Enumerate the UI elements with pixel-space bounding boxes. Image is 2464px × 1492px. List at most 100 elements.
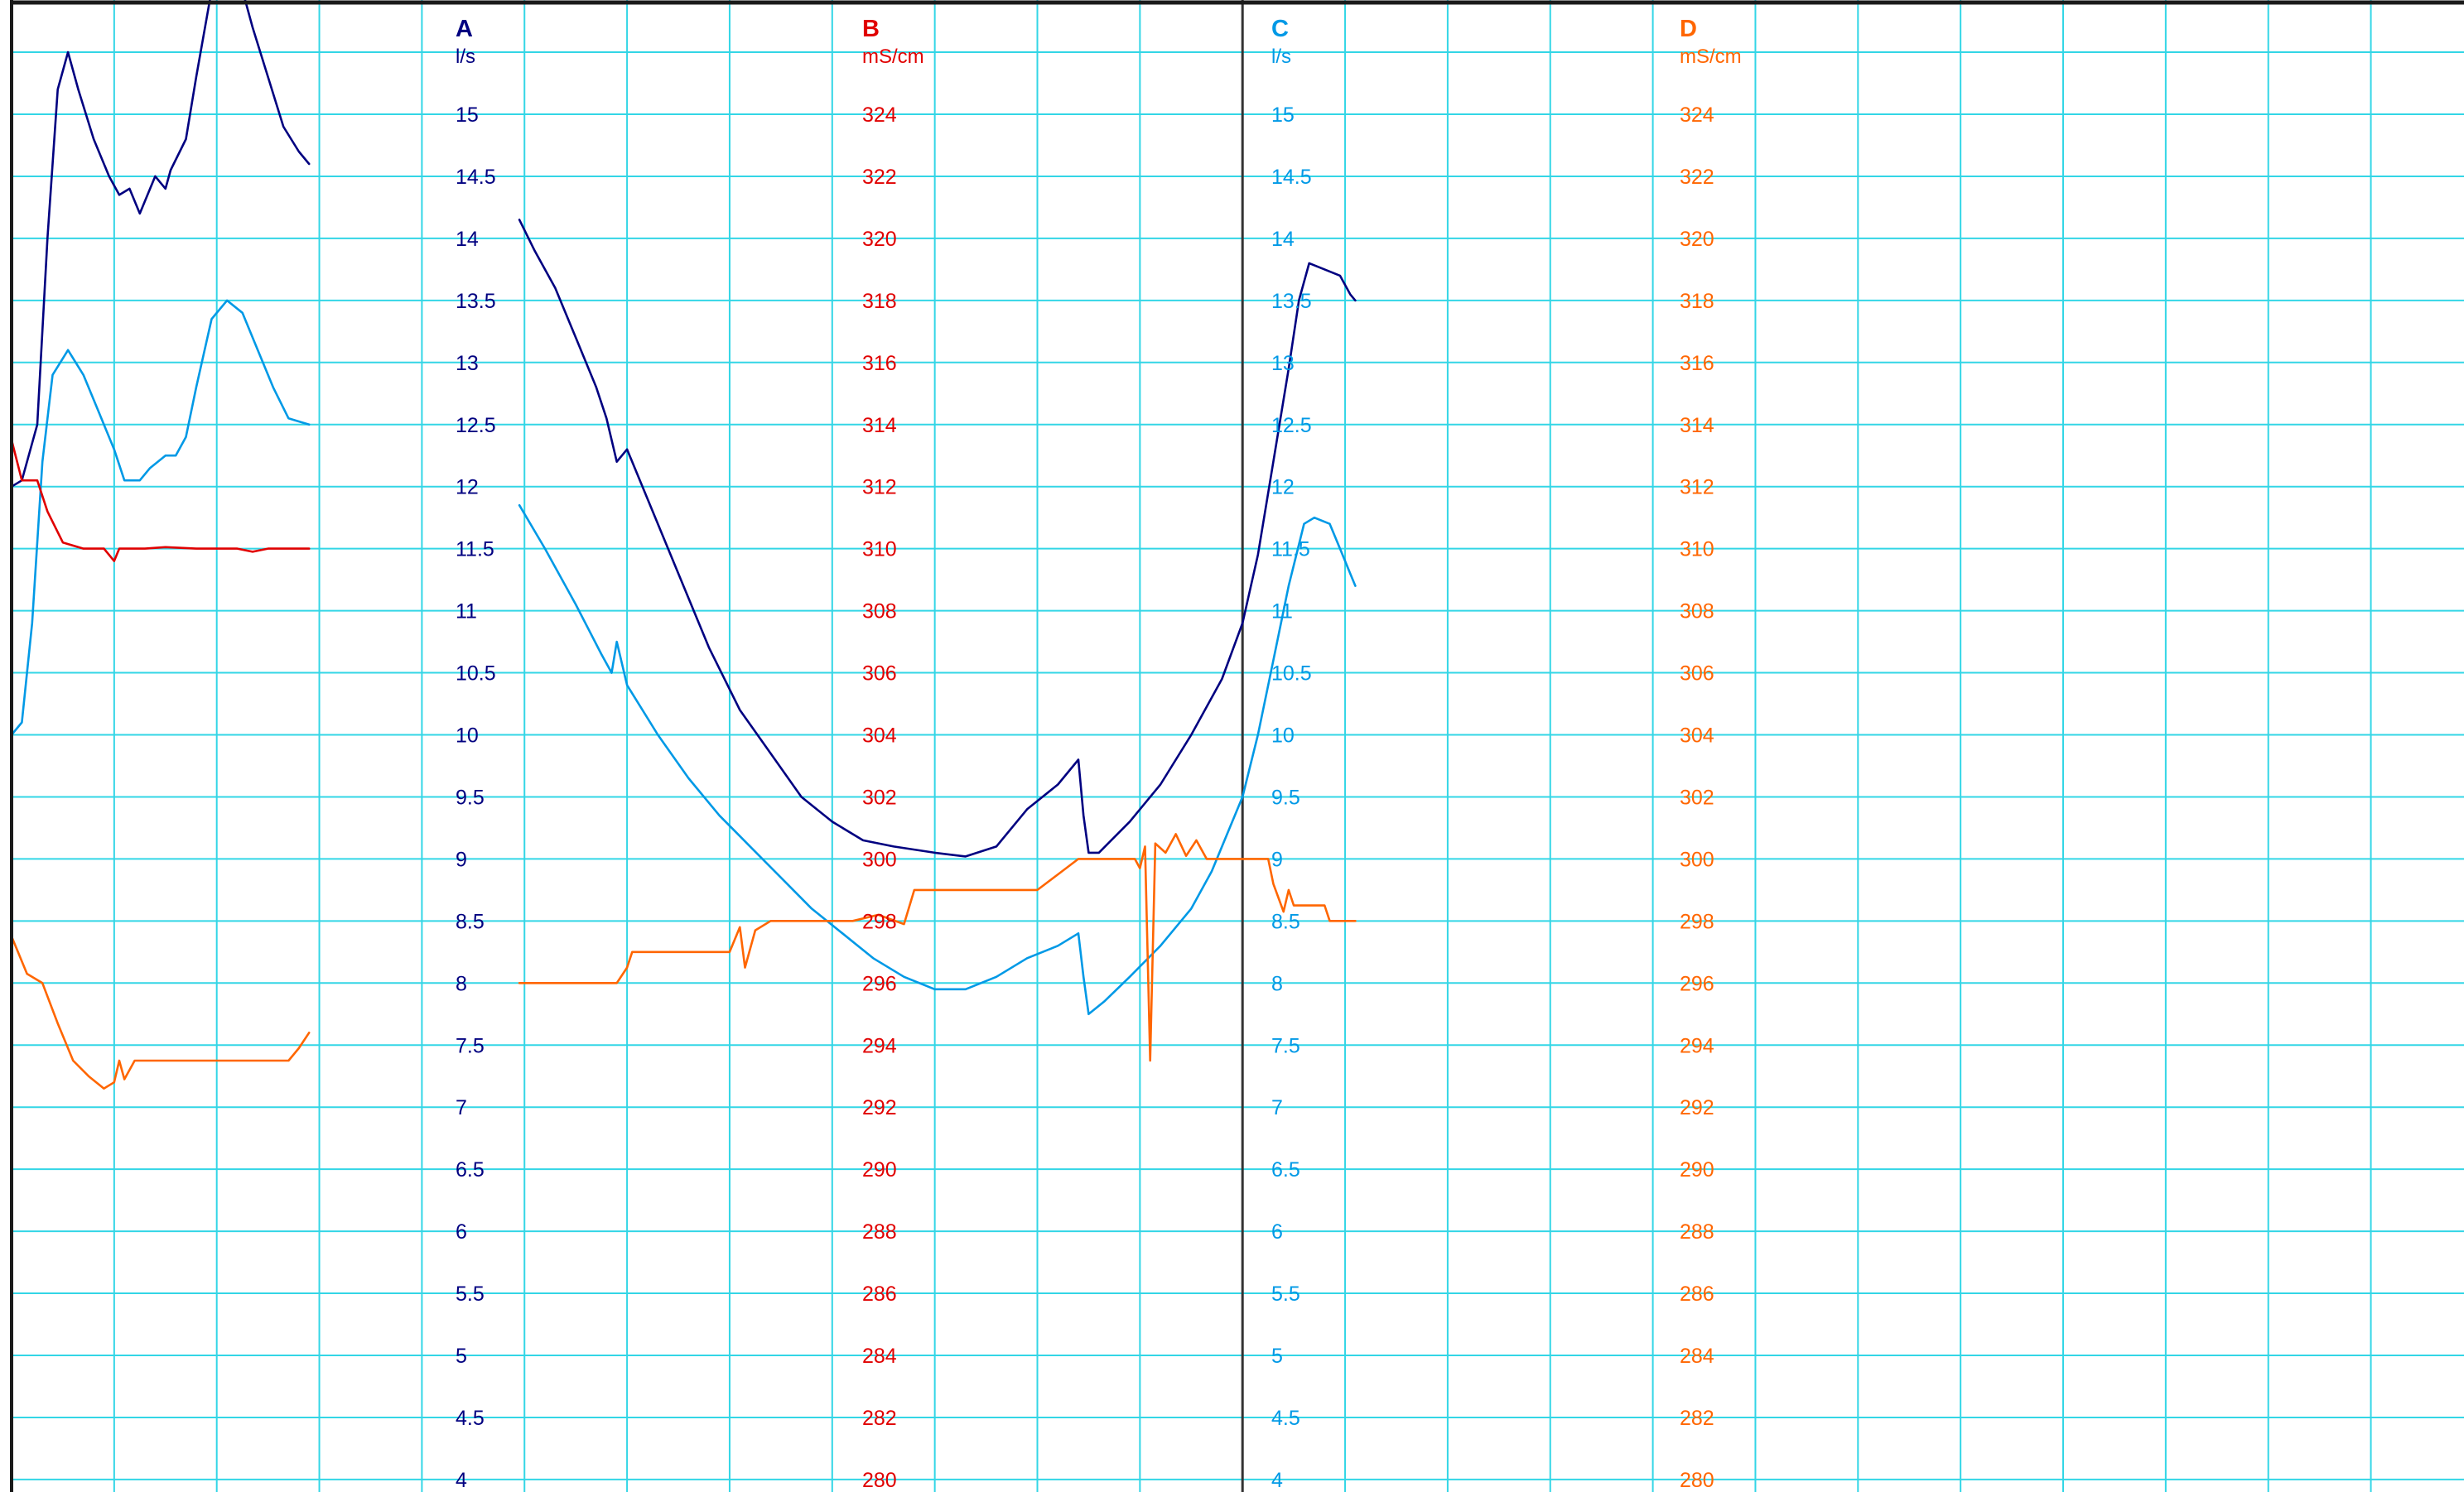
tick-label-B: 310 bbox=[862, 538, 897, 561]
tick-label-B: 308 bbox=[862, 600, 897, 623]
tick-label-C: 11.5 bbox=[1271, 538, 1310, 561]
tick-label-B: 284 bbox=[862, 1345, 897, 1368]
tick-label-C: 14.5 bbox=[1271, 166, 1312, 189]
series-C-line-2 bbox=[518, 503, 1357, 1016]
tick-label-D: 292 bbox=[1680, 1096, 1714, 1119]
axis-labels: Al/s 15 14.5 14 13.5 13 12.5 12 11.5 11 10.5 10 9.5 9… bbox=[456, 16, 1742, 1492]
tick-label-B: 280 bbox=[862, 1469, 897, 1492]
tick-label-C: 11 bbox=[1271, 600, 1293, 623]
axis-unit-C: l/s bbox=[1271, 46, 1291, 68]
tick-label-B: 314 bbox=[862, 414, 897, 437]
tick-label-A: 6.5 bbox=[456, 1158, 485, 1182]
tick-label-A: 4 bbox=[456, 1469, 467, 1492]
tick-label-B: 294 bbox=[862, 1034, 897, 1057]
tick-label-D: 294 bbox=[1680, 1034, 1714, 1057]
tick-label-B: 298 bbox=[862, 910, 897, 933]
tick-label-A: 6 bbox=[456, 1220, 467, 1244]
series-C-line-1 bbox=[10, 299, 311, 736]
tick-label-D: 322 bbox=[1680, 166, 1714, 189]
tick-label-D: 304 bbox=[1680, 724, 1714, 748]
tick-label-C: 13.5 bbox=[1271, 290, 1312, 313]
tick-label-A: 10 bbox=[456, 724, 479, 748]
tick-label-A: 14 bbox=[456, 228, 479, 251]
tick-label-B: 288 bbox=[862, 1220, 897, 1244]
tick-label-C: 5.5 bbox=[1271, 1283, 1300, 1306]
tick-label-D: 314 bbox=[1680, 414, 1714, 437]
tick-label-A: 13 bbox=[456, 352, 479, 375]
tick-label-D: 308 bbox=[1680, 600, 1714, 623]
tick-label-B: 286 bbox=[862, 1283, 897, 1306]
tick-label-A: 7 bbox=[456, 1096, 467, 1119]
tick-label-D: 320 bbox=[1680, 228, 1714, 251]
tick-label-D: 306 bbox=[1680, 662, 1714, 686]
tick-label-C: 9 bbox=[1271, 848, 1283, 871]
tick-label-B: 312 bbox=[862, 476, 897, 499]
tick-label-B: 316 bbox=[862, 352, 897, 375]
series-D-line-2 bbox=[518, 833, 1357, 1062]
tick-label-C: 6.5 bbox=[1271, 1158, 1300, 1182]
tick-label-B: 290 bbox=[862, 1158, 897, 1182]
tick-label-A: 12 bbox=[456, 476, 479, 499]
tick-label-B: 302 bbox=[862, 786, 897, 809]
tick-label-C: 15 bbox=[1271, 103, 1295, 127]
tick-label-C: 12.5 bbox=[1271, 414, 1312, 437]
tick-label-A: 10.5 bbox=[456, 662, 496, 686]
axis-letter-A: A bbox=[456, 16, 473, 42]
tick-label-A: 12.5 bbox=[456, 414, 496, 437]
tick-label-A: 11.5 bbox=[456, 538, 494, 561]
tick-label-D: 298 bbox=[1680, 910, 1714, 933]
tick-label-B: 282 bbox=[862, 1407, 897, 1430]
tick-label-C: 6 bbox=[1271, 1220, 1283, 1244]
tick-label-D: 296 bbox=[1680, 972, 1714, 995]
chart-frame bbox=[10, 0, 2464, 1492]
tick-label-C: 5 bbox=[1271, 1345, 1283, 1368]
axis-unit-A: l/s bbox=[456, 46, 475, 68]
tick-label-D: 310 bbox=[1680, 538, 1714, 561]
tick-label-D: 318 bbox=[1680, 290, 1714, 313]
tick-label-C: 13 bbox=[1271, 352, 1295, 375]
tick-label-B: 306 bbox=[862, 662, 897, 686]
tick-label-D: 280 bbox=[1680, 1469, 1714, 1492]
tick-label-A: 4.5 bbox=[456, 1407, 485, 1430]
tick-label-A: 13.5 bbox=[456, 290, 496, 313]
tick-label-D: 286 bbox=[1680, 1283, 1714, 1306]
tick-label-C: 10 bbox=[1271, 724, 1295, 748]
tick-label-C: 7 bbox=[1271, 1096, 1283, 1119]
tick-label-B: 322 bbox=[862, 166, 897, 189]
tick-label-C: 14 bbox=[1271, 228, 1295, 251]
tick-label-A: 8 bbox=[456, 972, 467, 995]
tick-label-D: 284 bbox=[1680, 1345, 1714, 1368]
axis-unit-D: mS/cm bbox=[1680, 46, 1742, 68]
tick-label-D: 282 bbox=[1680, 1407, 1714, 1430]
tick-label-B: 318 bbox=[862, 290, 897, 313]
tick-label-A: 5 bbox=[456, 1345, 467, 1368]
series-A-line-2 bbox=[518, 219, 1357, 858]
tick-label-B: 300 bbox=[862, 848, 897, 871]
tick-label-A: 5.5 bbox=[456, 1283, 485, 1306]
tick-label-C: 12 bbox=[1271, 476, 1295, 499]
tick-label-C: 9.5 bbox=[1271, 786, 1300, 809]
axis-letter-B: B bbox=[862, 16, 880, 42]
tick-label-B: 304 bbox=[862, 724, 897, 748]
tick-label-B: 320 bbox=[862, 228, 897, 251]
tick-label-D: 302 bbox=[1680, 786, 1714, 809]
axis-unit-B: mS/cm bbox=[862, 46, 924, 68]
tick-label-D: 288 bbox=[1680, 1220, 1714, 1244]
tick-label-B: 324 bbox=[862, 103, 897, 127]
tick-label-C: 8.5 bbox=[1271, 910, 1300, 933]
tick-label-A: 9.5 bbox=[456, 786, 485, 809]
tick-label-D: 324 bbox=[1680, 103, 1714, 127]
tick-label-A: 9 bbox=[456, 848, 467, 871]
tick-label-D: 312 bbox=[1680, 476, 1714, 499]
tick-label-C: 4 bbox=[1271, 1469, 1283, 1492]
tick-label-B: 292 bbox=[862, 1096, 897, 1119]
tick-label-B: 296 bbox=[862, 972, 897, 995]
series-B-line-1 bbox=[10, 439, 311, 562]
tick-label-C: 4.5 bbox=[1271, 1407, 1300, 1430]
tick-label-A: 11 bbox=[456, 600, 477, 623]
axis-letter-C: C bbox=[1271, 16, 1289, 42]
tick-label-D: 316 bbox=[1680, 352, 1714, 375]
tick-label-C: 7.5 bbox=[1271, 1034, 1300, 1057]
